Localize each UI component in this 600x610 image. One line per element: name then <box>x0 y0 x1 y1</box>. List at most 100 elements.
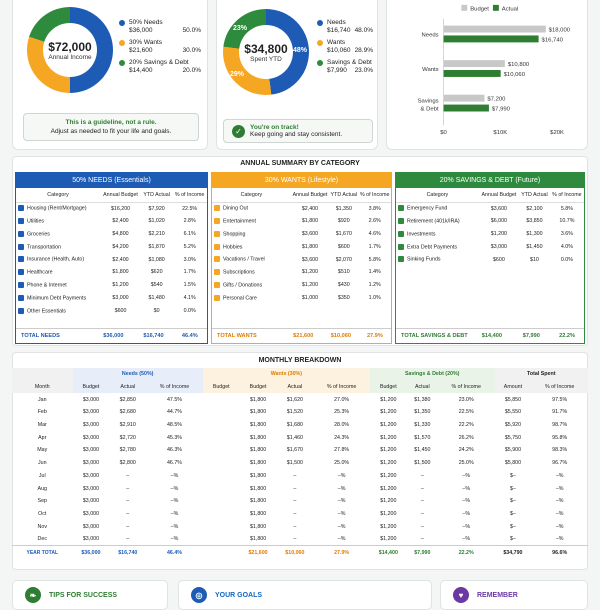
table-row: Extra Debt Payments $3,000 $1,450 4.0% <box>396 240 584 253</box>
month-cell: $1,680 <box>286 422 303 429</box>
table-row: Dining Out $2,400 $1,350 3.8% <box>212 202 391 215</box>
row-category: Sinking Funds <box>396 253 479 266</box>
column-header: % of Income <box>437 380 495 394</box>
category-icon <box>18 205 24 212</box>
month-cell: $– <box>509 523 516 530</box>
month-cell: –% <box>555 472 564 479</box>
month-cell: $– <box>509 498 516 505</box>
total-cell: $16,740 <box>143 333 164 339</box>
row-category: Subscriptions <box>212 266 291 279</box>
category-icon <box>214 281 220 288</box>
month-cell: Nov <box>37 523 47 530</box>
needs-category-table: 50% NEEDS (Essentials) Category Annual Bud… <box>15 172 208 344</box>
month-cell: Jul <box>38 472 46 479</box>
spent-donut-chart: $34,800 Spent YTD 48% 29% 23% <box>223 9 309 95</box>
row-value: 0.0% <box>560 256 573 263</box>
target-icon: ◎ <box>191 587 207 603</box>
month-cell: $1,200 <box>380 409 397 416</box>
month-cell: 25.0% <box>334 460 350 467</box>
month-cell: – <box>293 510 297 517</box>
category-label: & Debt <box>421 107 439 113</box>
month-cell: 97.5% <box>552 396 568 403</box>
column-header: % of Income <box>313 380 370 394</box>
category-icon <box>214 230 220 237</box>
year-total-cell: 27.9% <box>313 545 370 560</box>
row-category: Personal Care <box>212 292 291 305</box>
column-header: YTD Actual <box>141 188 173 203</box>
bar-value-label: $7,200 <box>487 97 506 103</box>
month-row: Oct $3,000 – –% $1,800 $1,800 – –% $1,200 – –% $– –% <box>12 508 588 521</box>
month-cell: $3,000 <box>82 396 100 403</box>
row-category: Dining Out <box>212 202 291 215</box>
column-header: Category <box>16 188 101 203</box>
row-value: 6.1% <box>183 230 196 237</box>
month-cell: –% <box>337 536 346 543</box>
spent-legend-savings-label: Savings & Debt <box>327 59 372 66</box>
column-header: Annual Budget <box>290 188 330 203</box>
column-header: Amount <box>494 380 532 394</box>
legend-label-actual: Actual <box>502 6 518 12</box>
row-value: 0.0% <box>183 307 196 314</box>
segment-label-needs: 48% <box>293 47 308 54</box>
month-cell: May <box>37 447 48 454</box>
month-cell: $1,800 <box>249 460 267 467</box>
month-cell: – <box>126 523 130 530</box>
month-cell: –% <box>555 510 564 517</box>
month-cell: $1,800 <box>203 444 240 457</box>
month-cell: –% <box>462 536 471 543</box>
remember-card[interactable]: ♥ REMEMBER <box>440 580 588 610</box>
month-cell: – <box>293 485 297 492</box>
month-cell: – <box>126 485 130 492</box>
table-row: Personal Care $1,000 $350 1.0% <box>212 292 391 305</box>
month-cell: $2,720 <box>119 434 136 441</box>
savings-category-table: 20% SAVINGS & DEBT (Future) Category Annua… <box>395 172 585 344</box>
category-icon <box>18 256 24 263</box>
legend-needs: 50% Needs $36,000 50.0% <box>119 19 201 35</box>
row-value: $1,480 <box>148 294 165 301</box>
category-icon <box>18 217 24 224</box>
month-cell: $1,800 <box>203 406 240 419</box>
row-value: $350 <box>337 294 350 301</box>
month-cell: Mar <box>37 422 47 429</box>
month-cell: $1,800 <box>249 396 267 403</box>
month-cell: 22.5% <box>458 409 474 416</box>
legend-needs-pct: 50.0% <box>182 27 201 34</box>
row-value: $600 <box>114 307 127 314</box>
month-cell: – <box>126 498 130 505</box>
category-icon <box>398 205 404 212</box>
row-value: $1,300 <box>526 230 543 237</box>
table-row: Hobbies $1,800 $600 1.7% <box>212 240 391 253</box>
year-total-cell: $36,000 <box>72 545 110 560</box>
row-value: 1.2% <box>368 282 381 289</box>
group-total: Total Spent <box>494 368 588 381</box>
column-header: % of Income <box>549 188 584 203</box>
income-allocation-card: $72,000 Annual Income 50% Needs $36,000 5… <box>12 0 208 150</box>
guideline-note-text: Adjust as needed to fit your life and go… <box>50 128 172 135</box>
month-row: Feb $3,000 $2,680 44.7% $1,800 $1,800 $1,520 25… <box>12 406 588 419</box>
table-row: Insurance (Health, Auto) $2,400 $1,080 3.0% <box>16 253 207 266</box>
month-cell: $1,500 <box>414 460 431 467</box>
row-value: 4.1% <box>183 294 196 301</box>
row-value: $0 <box>153 307 160 314</box>
row-value: 10.7% <box>559 218 575 225</box>
month-cell: $1,800 <box>203 508 240 521</box>
row-value: $600 <box>492 256 505 263</box>
column-header: Month <box>12 380 73 394</box>
on-track-note: ✓ You're on track! Keep going and stay c… <box>223 119 373 143</box>
month-cell: 44.7% <box>166 409 183 416</box>
month-row: Sep $3,000 – –% $1,800 $1,800 – –% $1,200 – –% $– –% <box>12 495 588 508</box>
wants-category-table: 30% WANTS (Lifestyle) Category Annual Budg… <box>211 172 392 344</box>
month-cell: Apr <box>38 434 47 441</box>
your-goals-card[interactable]: ◎ YOUR GOALS <box>178 580 432 610</box>
row-value: $1,800 <box>301 243 319 250</box>
month-cell: $1,800 <box>203 470 240 483</box>
legend-needs-amount: $36,000 <box>129 27 153 34</box>
category-icon <box>18 294 24 301</box>
row-value: 5.8% <box>560 205 573 212</box>
tips-for-success-card[interactable]: ❧ TIPS FOR SUCCESS <box>12 580 168 610</box>
month-cell: 46.3% <box>166 447 183 454</box>
category-icon <box>398 243 404 250</box>
month-cell: Sep <box>37 498 47 505</box>
month-cell: –% <box>337 510 346 517</box>
column-header: % of Income <box>358 188 391 203</box>
